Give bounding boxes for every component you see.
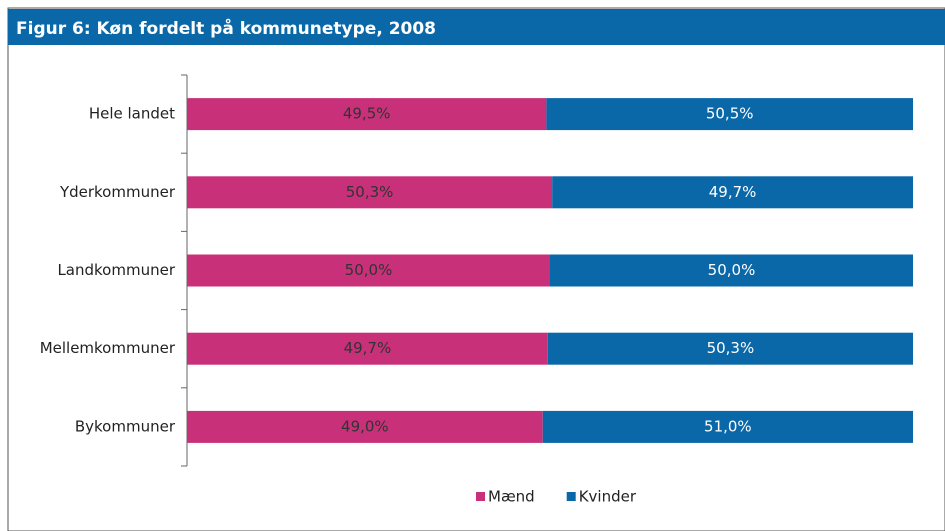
bar-segment	[187, 176, 553, 209]
legend-label: Kvinder	[579, 488, 637, 506]
bar-segment	[187, 332, 548, 365]
y-tick-label: Yderkommuner	[59, 183, 176, 201]
y-tick-label: Landkommuner	[57, 261, 175, 279]
value-label: 49,5%	[343, 105, 391, 123]
y-tick-label: Bykommuner	[75, 417, 176, 435]
value-label: 50,3%	[346, 183, 394, 201]
legend-swatch	[476, 492, 485, 501]
value-label: 49,0%	[341, 417, 389, 435]
bar-segment	[550, 254, 913, 287]
value-label: 49,7%	[344, 339, 392, 357]
header-band	[8, 9, 945, 45]
bar-segment	[552, 176, 913, 209]
chart-title: Figur 6: Køn fordelt på kommunetype, 200…	[16, 17, 436, 39]
legend-label: Mænd	[488, 488, 535, 506]
bar-segment	[546, 98, 913, 131]
y-tick-label: Hele landet	[89, 105, 175, 123]
bar-segment	[547, 332, 913, 365]
value-label: 49,7%	[709, 183, 757, 201]
value-label: 50,3%	[707, 339, 755, 357]
legend-swatch	[566, 492, 576, 501]
value-label: 50,0%	[708, 261, 756, 279]
value-label: 50,0%	[345, 261, 393, 279]
bar-segment	[187, 98, 547, 131]
bar-segment	[187, 254, 550, 287]
value-label: 50,5%	[706, 105, 754, 123]
y-tick-label: Mellemkommuner	[40, 339, 176, 357]
bar-segment	[542, 410, 913, 443]
value-label: 51,0%	[704, 417, 752, 435]
bar-segment	[187, 410, 543, 443]
